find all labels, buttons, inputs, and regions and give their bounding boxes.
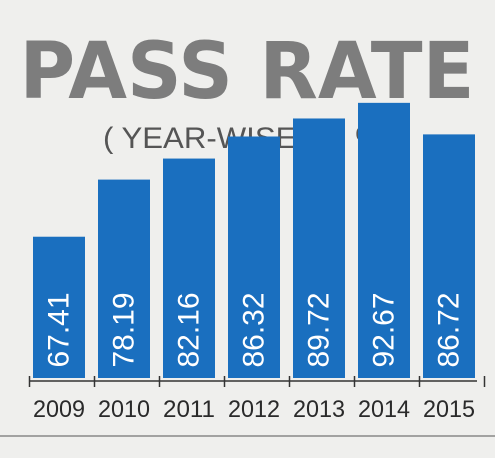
x-tick-label: 2009 — [33, 396, 85, 423]
x-tick-label: 2013 — [293, 396, 345, 423]
bar-value-label: 92.67 — [368, 292, 401, 367]
x-tick-label: 2015 — [423, 396, 475, 423]
bar-2015 — [423, 134, 475, 378]
bar-2009 — [33, 236, 85, 378]
x-tick-label: 2011 — [163, 396, 215, 423]
bar-value-label: 89.72 — [303, 292, 336, 367]
bar-2014 — [358, 102, 410, 378]
bar-value-label: 78.19 — [108, 292, 141, 367]
bars-group: 67.41 78.19 82.16 86.32 89.72 92.67 86.72 — [33, 102, 475, 378]
bar-2010 — [98, 179, 150, 378]
bar-2013 — [293, 118, 345, 378]
bar-2011 — [163, 158, 215, 378]
x-axis — [28, 376, 486, 387]
x-tick-label: 2012 — [228, 396, 280, 423]
bar-value-label: 86.32 — [238, 292, 271, 367]
bar-2012 — [228, 136, 280, 378]
x-tick-label: 2014 — [358, 396, 410, 423]
bar-value-label: 86.72 — [433, 292, 466, 367]
x-axis-labels: 2009 2010 2011 2012 2013 2014 2015 — [33, 396, 475, 423]
x-tick-label: 2010 — [98, 396, 150, 423]
bar-value-label: 67.41 — [43, 292, 76, 367]
bar-value-label: 82.16 — [173, 292, 206, 367]
chart-title: PASS RATE — [20, 27, 475, 117]
